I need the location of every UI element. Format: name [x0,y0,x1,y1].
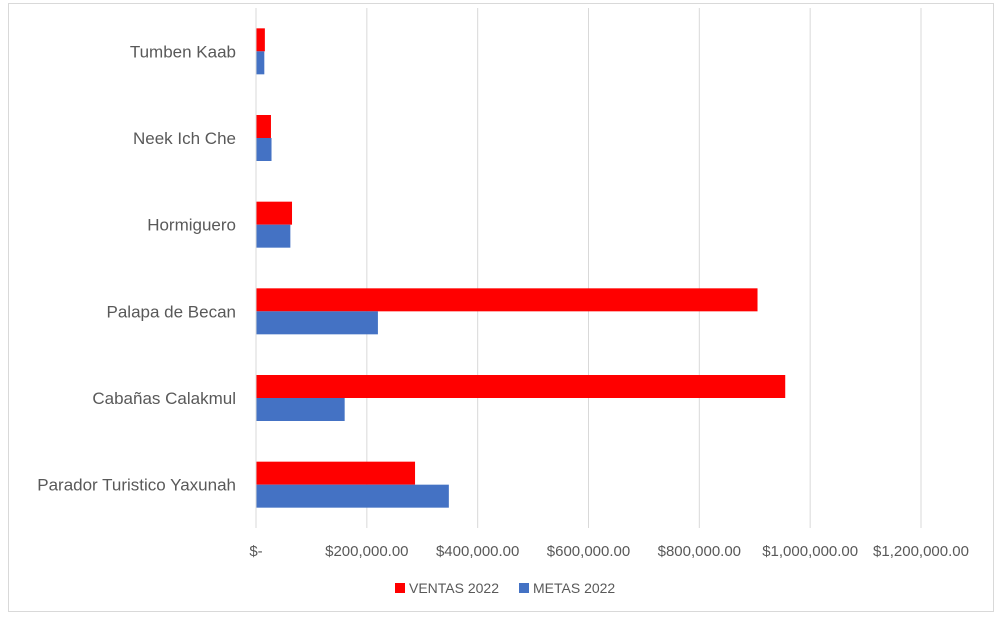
x-tick-label: $- [249,543,262,560]
bar-metas [256,138,272,161]
category-label: Hormiguero [147,216,236,235]
category-label: Tumben Kaab [130,42,236,61]
x-tick-label: $200,000.00 [325,543,408,560]
bar-metas [256,484,449,508]
x-tick-label: $1,200,000.00 [873,543,969,560]
category-label: Palapa de Becan [107,302,237,321]
x-tick-label: $400,000.00 [436,543,519,560]
bar-ventas [256,375,786,398]
legend-label: VENTAS 2022 [409,580,499,596]
bar-metas [256,398,345,421]
category-label: Cabañas Calakmul [92,389,236,408]
x-tick-label: $1,000,000.00 [762,543,858,560]
category-label: Neek Ich Che [133,129,236,148]
bar-ventas [256,461,416,485]
legend-label: METAS 2022 [533,580,615,596]
bar-metas [256,224,291,248]
bar-ventas [256,28,265,52]
bar-metas [256,51,265,75]
legend-swatch [395,583,405,593]
x-tick-label: $600,000.00 [547,543,630,560]
x-tick-label: $800,000.00 [658,543,741,560]
bar-ventas [256,288,758,312]
bar-ventas [256,115,271,138]
legend-swatch [519,583,529,593]
bar-metas [256,311,378,335]
bar-ventas [256,201,293,225]
category-label: Parador Turistico Yaxunah [37,476,236,495]
